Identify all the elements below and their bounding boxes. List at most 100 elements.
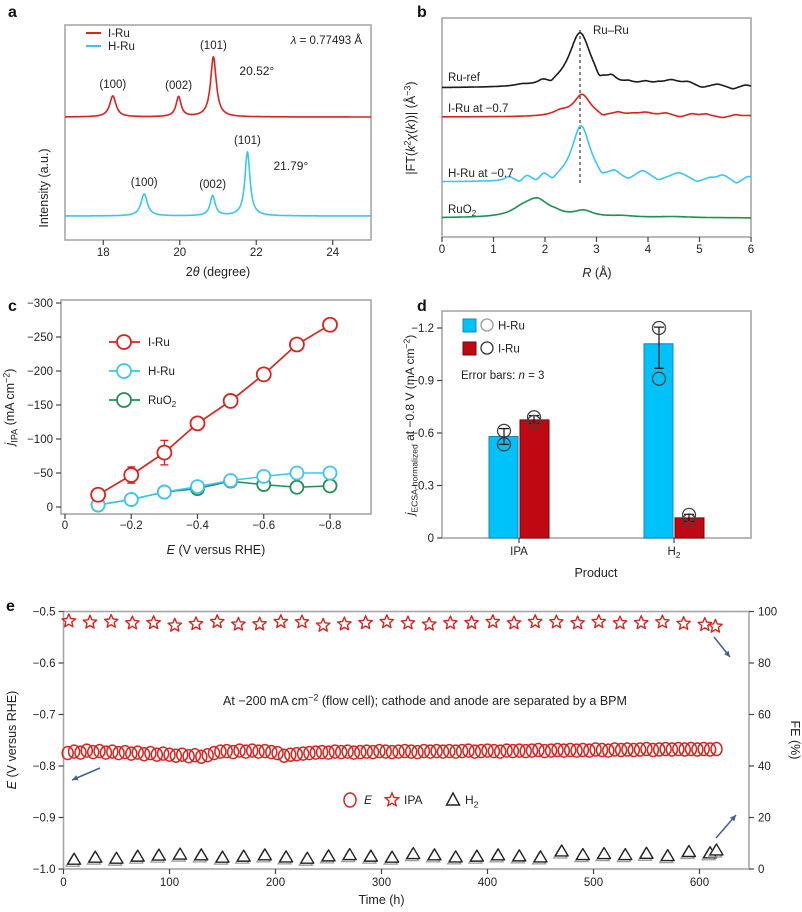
svg-text:100: 100 <box>758 607 777 619</box>
svg-text:400: 400 <box>478 877 497 889</box>
svg-text:Ru–Ru: Ru–Ru <box>593 25 629 37</box>
panel-d-chart-bars: 0 −0.3 −0.6 −0.9 −1.2 IPA H2 Product jECSA-norma… <box>401 310 752 580</box>
svg-text:RuO2: RuO2 <box>148 395 177 409</box>
svg-text:I-Ru: I-Ru <box>108 28 130 40</box>
panel-e-chart-stability: 0 100 200 300 400 500 600−0.5−0.6−0.7−0.8−0.9−… <box>5 607 802 908</box>
svg-text:0: 0 <box>60 877 66 889</box>
svg-text:4: 4 <box>645 244 652 256</box>
svg-text:300: 300 <box>372 877 391 889</box>
svg-text:Ru-ref: Ru-ref <box>448 72 481 84</box>
svg-text:0: 0 <box>428 533 434 545</box>
svg-text:−50: −50 <box>33 468 53 480</box>
svg-text:60: 60 <box>758 710 771 722</box>
panel-b-letter: b <box>417 4 427 21</box>
panel-d-letter: d <box>417 298 427 315</box>
panel-b: b 0 1 2 3 4 5 6 R (Å) |FT(k2χ(k))| (Å−3) Ru-ref I-… <box>401 0 802 290</box>
svg-text:H-Ru: H-Ru <box>498 321 525 333</box>
svg-text:IPA: IPA <box>404 793 422 807</box>
svg-text:H-Ru: H-Ru <box>108 41 135 53</box>
svg-text:21.79°: 21.79° <box>273 159 308 173</box>
svg-text:−200: −200 <box>27 366 53 378</box>
svg-text:5: 5 <box>696 244 702 256</box>
svg-text:(100): (100) <box>99 79 126 91</box>
panel-c-letter: c <box>8 298 17 315</box>
svg-text:Product: Product <box>574 566 618 580</box>
svg-text:−1.2: −1.2 <box>411 323 434 335</box>
svg-text:−1.0: −1.0 <box>33 864 56 876</box>
svg-text:(002): (002) <box>165 80 192 92</box>
panel-c-chart-polarization: 0 −0.2 −0.4 −0.6 −0.8 0 −50 −100 −150 −200 −250 −30… <box>1 298 372 557</box>
svg-text:80: 80 <box>758 658 771 670</box>
svg-text:Intensity (a.u.): Intensity (a.u.) <box>37 148 51 227</box>
panel-a: a 18 20 22 24 2θ (degree) Intensity (a.u.) λ =… <box>0 0 401 290</box>
svg-text:Error bars: n = 3: Error bars: n = 3 <box>461 370 544 382</box>
svg-text:−0.6: −0.6 <box>33 658 56 670</box>
svg-text:−150: −150 <box>27 400 53 412</box>
svg-text:18: 18 <box>97 247 110 259</box>
svg-text:200: 200 <box>266 877 285 889</box>
svg-text:0: 0 <box>62 520 68 532</box>
svg-text:FE (%): FE (%) <box>788 721 802 760</box>
svg-text:(002): (002) <box>199 179 226 191</box>
svg-text:−0.5: −0.5 <box>33 607 56 619</box>
svg-text:Time (h): Time (h) <box>358 893 404 907</box>
svg-text:(100): (100) <box>131 177 158 189</box>
svg-text:1: 1 <box>490 244 496 256</box>
svg-text:λ = 0.77493 Å: λ = 0.77493 Å <box>290 34 363 47</box>
svg-text:H-Ru: H-Ru <box>148 366 175 378</box>
panel-d: d 0 −0.3 −0.6 −0.9 −1.2 IPA H2 Product jECSA-nor… <box>401 290 802 590</box>
svg-text:E (V versus RHE): E (V versus RHE) <box>5 691 19 790</box>
svg-text:(101): (101) <box>200 40 227 52</box>
svg-text:20: 20 <box>173 247 186 259</box>
panel-e-letter: e <box>6 598 15 615</box>
svg-text:−100: −100 <box>27 434 53 446</box>
panel-a-letter: a <box>8 4 17 21</box>
svg-text:E: E <box>364 793 373 807</box>
svg-text:jECSA-normalized at −0.8 V (mA: jECSA-normalized at −0.8 V (mA cm−2) <box>401 335 419 517</box>
svg-text:H2: H2 <box>465 793 479 809</box>
panel-c: c 0 −0.2 −0.4 −0.6 −0.8 0 −50 −100 −150 −200 −250 −… <box>0 290 401 590</box>
svg-text:6: 6 <box>748 244 754 256</box>
svg-text:22: 22 <box>250 247 263 259</box>
svg-text:At −200 mA cm−2 (flow cell); c: At −200 mA cm−2 (flow cell); cathode and… <box>223 692 627 708</box>
svg-text:0: 0 <box>439 244 445 256</box>
svg-text:24: 24 <box>326 247 339 259</box>
svg-text:RuO2: RuO2 <box>448 204 477 218</box>
svg-text:2: 2 <box>542 244 548 256</box>
svg-text:H-Ru at −0.7: H-Ru at −0.7 <box>448 168 514 180</box>
svg-text:2θ (degree): 2θ (degree) <box>186 265 250 279</box>
svg-text:40: 40 <box>758 761 771 773</box>
svg-text:3: 3 <box>593 244 599 256</box>
svg-text:E (V versus RHE): E (V versus RHE) <box>167 543 266 557</box>
svg-text:−0.7: −0.7 <box>33 710 56 722</box>
svg-text:R (Å): R (Å) <box>582 265 611 280</box>
svg-text:|FT(k2χ(k))| (Å−3): |FT(k2χ(k))| (Å−3) <box>402 81 418 174</box>
svg-text:I-Ru: I-Ru <box>498 344 520 356</box>
svg-text:−0.6: −0.6 <box>252 520 275 532</box>
svg-text:−0.3: −0.3 <box>411 481 434 493</box>
svg-text:−300: −300 <box>27 298 53 310</box>
panel-a-chart-xrd: 18 20 22 24 2θ (degree) Intensity (a.u.) λ = 0… <box>37 24 372 279</box>
svg-text:0: 0 <box>758 864 764 876</box>
svg-text:600: 600 <box>690 877 709 889</box>
panel-b-chart-exafs: 0 1 2 3 4 5 6 R (Å) |FT(k2χ(k))| (Å−3) Ru-ref I-Ru… <box>402 17 754 280</box>
svg-text:100: 100 <box>160 877 179 889</box>
svg-text:−0.9: −0.9 <box>411 376 434 388</box>
svg-text:20.52°: 20.52° <box>239 64 274 78</box>
svg-text:I-Ru: I-Ru <box>148 337 170 349</box>
svg-text:jIPA (mA cm−2): jIPA (mA cm−2) <box>1 369 19 448</box>
svg-text:−250: −250 <box>27 332 53 344</box>
panel-e: e 0 100 200 300 400 500 600 −0.5 −0.6 −0.7 −0.8 −0.… <box>0 590 802 912</box>
svg-text:(101): (101) <box>234 135 261 147</box>
svg-text:I-Ru at −0.7: I-Ru at −0.7 <box>448 103 508 115</box>
svg-text:−0.8: −0.8 <box>33 761 56 773</box>
svg-text:0: 0 <box>47 502 53 514</box>
svg-text:IPA: IPA <box>510 546 528 558</box>
svg-text:H2: H2 <box>668 546 681 560</box>
svg-text:−0.2: −0.2 <box>120 520 143 532</box>
svg-text:−0.9: −0.9 <box>33 813 56 825</box>
svg-text:500: 500 <box>584 877 603 889</box>
svg-text:−0.8: −0.8 <box>319 520 342 532</box>
svg-text:20: 20 <box>758 813 771 825</box>
